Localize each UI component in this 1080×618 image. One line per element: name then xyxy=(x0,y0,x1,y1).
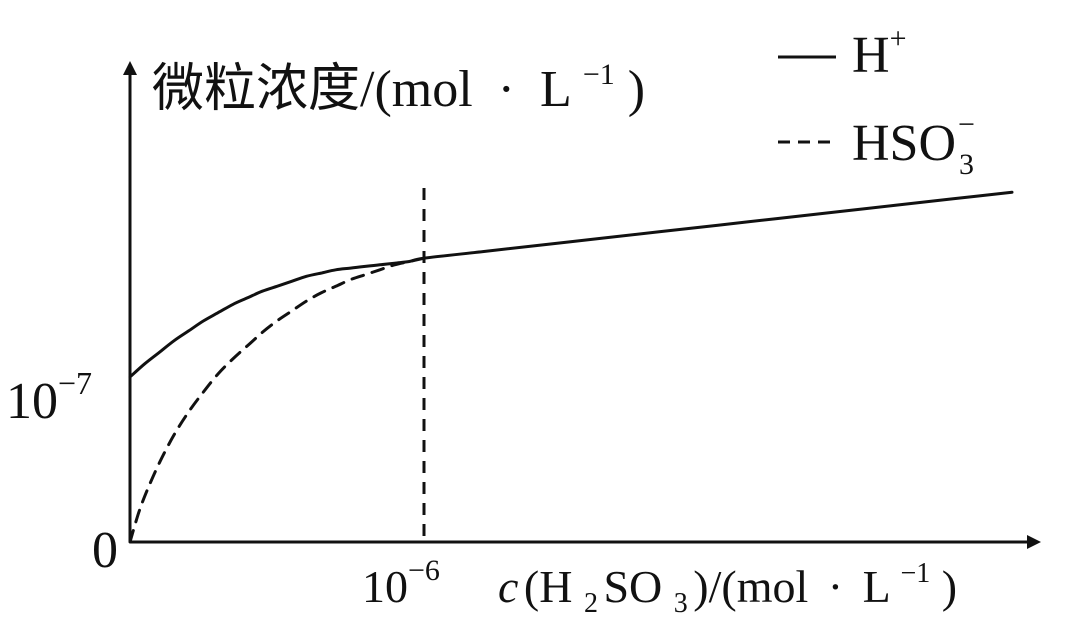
x-label-mid: )/(mol xyxy=(693,561,808,612)
x-label-close: ) xyxy=(942,561,957,612)
y-label-dot: · xyxy=(498,61,515,118)
x-label-so: SO xyxy=(603,561,662,612)
y-label-unit: L xyxy=(540,61,570,118)
x-label-c: c xyxy=(498,561,518,612)
y-label-close: ) xyxy=(628,61,645,118)
x-label-open: (H xyxy=(524,561,573,612)
x-label-sub3: 3 xyxy=(674,588,688,618)
legend-h-plus: H+ xyxy=(852,22,906,84)
y-label-exp: −1 xyxy=(583,58,615,91)
series-line-h-plus xyxy=(128,190,1014,379)
y-label-main: 微粒浓度/(mol xyxy=(152,61,473,118)
series-line-hso3-minus xyxy=(128,256,426,544)
x-axis-label: c (H 2 SO 3 )/(mol · L −1 ) xyxy=(498,541,957,618)
y-axis-label: 微粒浓度/(mol · L −1 ) xyxy=(152,39,645,118)
x-label-dot: · xyxy=(828,561,843,612)
series-layer xyxy=(128,190,1014,544)
x-tick-label-1e-6: 10−6 xyxy=(362,554,440,612)
x-label-unit: L xyxy=(863,561,889,612)
legend: H+ HSO− 3 xyxy=(778,22,975,181)
y-tick-label-1e-7: 10−7 xyxy=(6,365,92,430)
x-label-sub2: 2 xyxy=(584,588,598,618)
legend-hso3-minus: HSO− 3 xyxy=(852,108,975,181)
origin-label: 0 xyxy=(92,522,118,579)
x-label-exp: −1 xyxy=(901,558,931,589)
